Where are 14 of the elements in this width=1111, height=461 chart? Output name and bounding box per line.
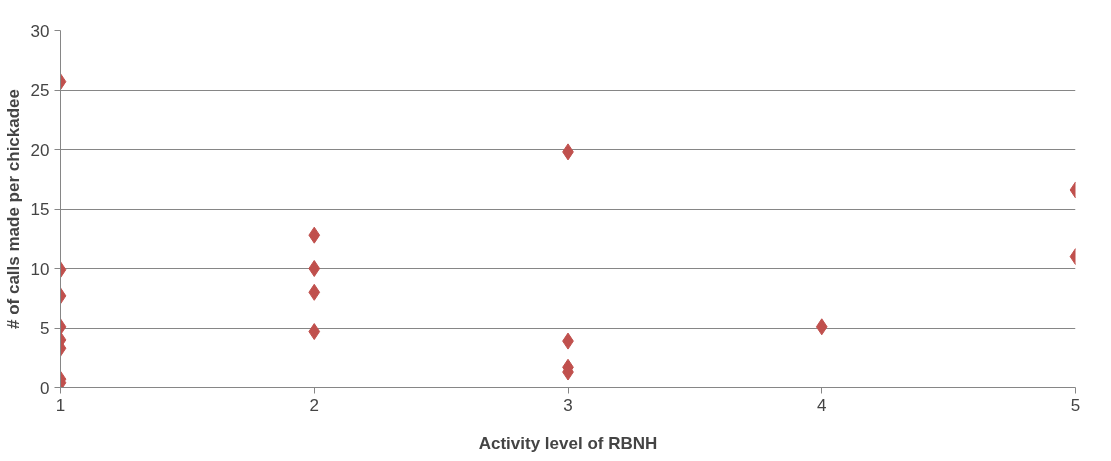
- y-tick-label: 10: [30, 259, 50, 279]
- y-tick-label: 20: [30, 140, 50, 160]
- y-tick-label: 25: [30, 81, 50, 100]
- y-tick-label: 5: [40, 319, 50, 338]
- y-tick-label: 30: [30, 21, 50, 41]
- y-axis-title: # of calls made per chickadee: [3, 88, 23, 329]
- x-tick-label: 3: [563, 395, 573, 415]
- y-tick-label: 15: [30, 200, 50, 219]
- x-axis-title: Activity level of RBNH: [478, 433, 658, 453]
- y-tick-label: 0: [40, 378, 50, 398]
- x-tick-label: 1: [55, 395, 66, 415]
- x-tick-label: 4: [817, 395, 827, 415]
- x-tick-label: 2: [309, 395, 319, 415]
- x-tick-label: 5: [1070, 395, 1081, 415]
